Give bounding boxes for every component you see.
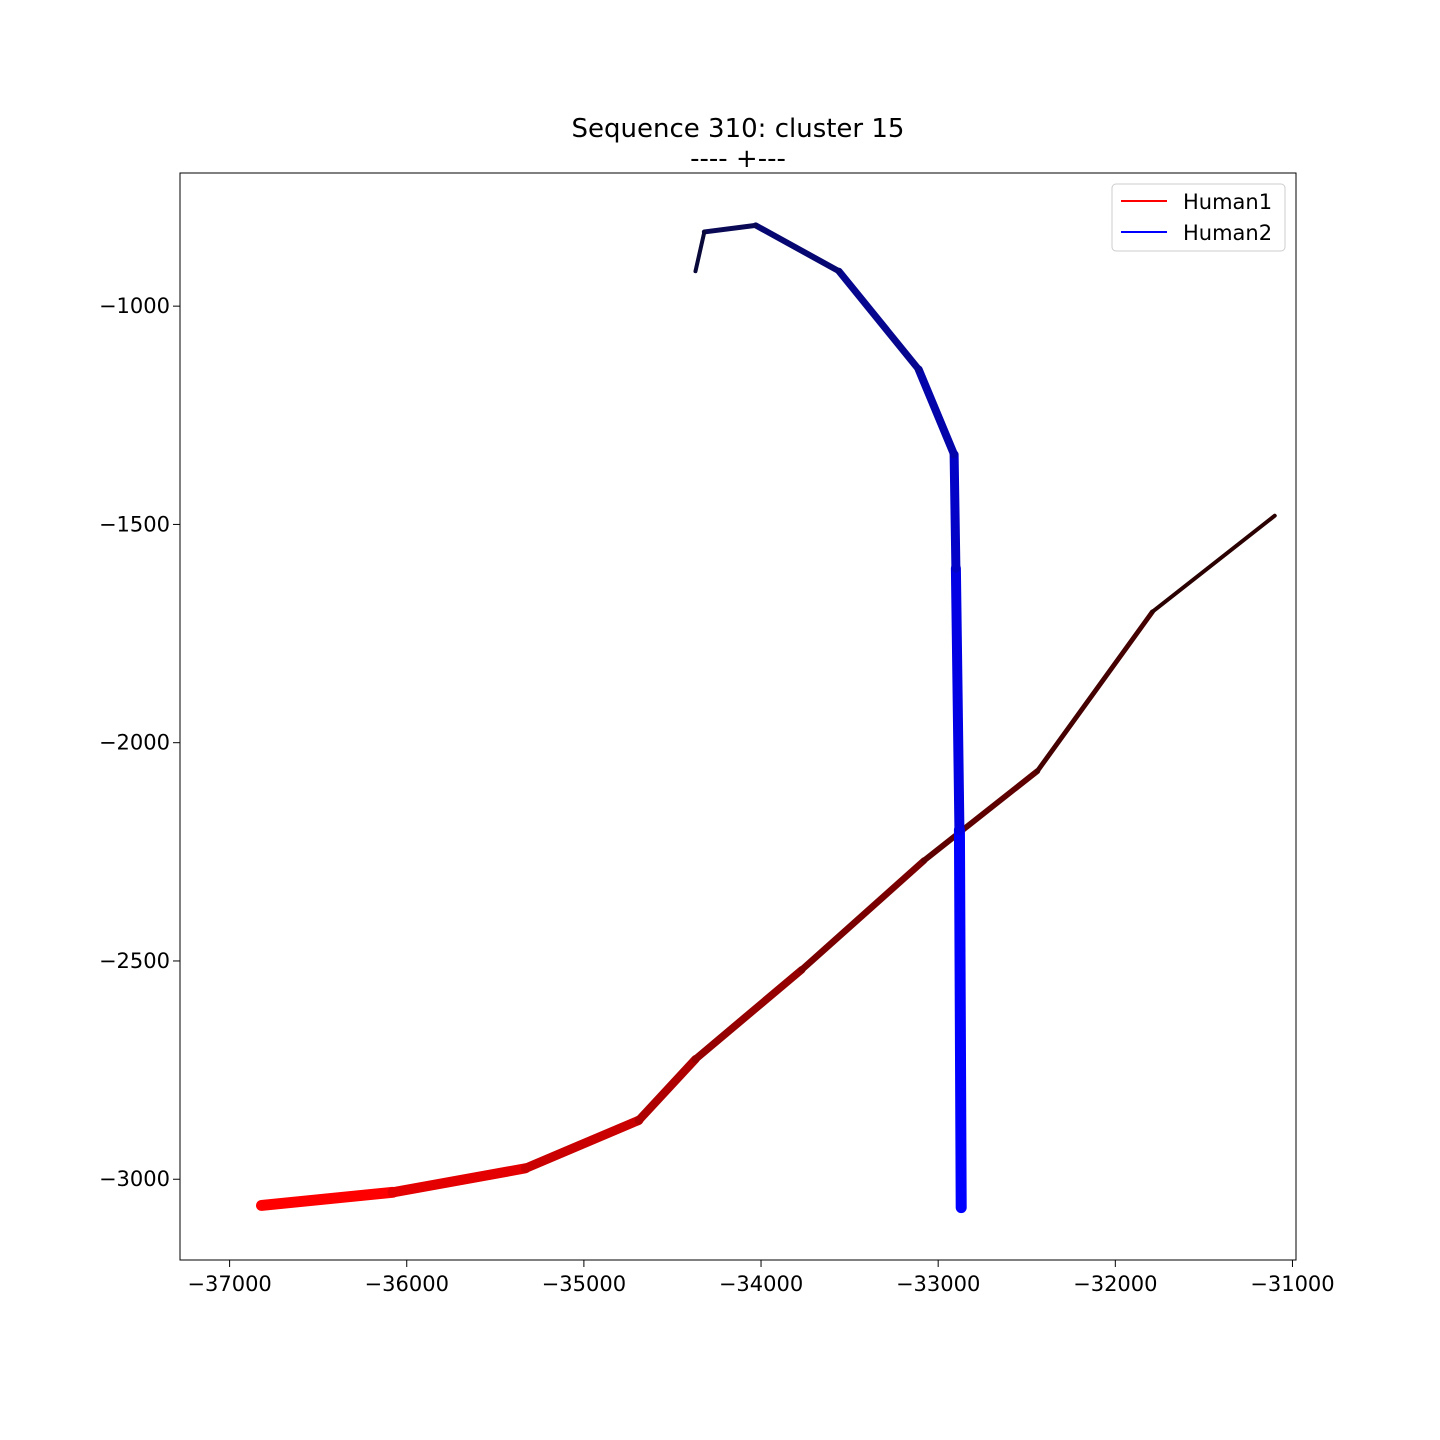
series-segment xyxy=(752,222,842,275)
y-tick-label: −2000 xyxy=(99,731,170,755)
x-tick-label: −32000 xyxy=(1073,1272,1157,1296)
series-segment xyxy=(701,222,759,235)
y-tick-label: −3000 xyxy=(99,1167,170,1191)
plot-frame xyxy=(179,172,1297,1261)
plot-lines xyxy=(255,222,1277,1214)
x-tick-label: −36000 xyxy=(365,1272,449,1296)
x-tick-label: −31000 xyxy=(1250,1272,1334,1296)
series-segment xyxy=(387,1163,531,1198)
series-segment xyxy=(1034,609,1155,774)
series-segment xyxy=(953,824,967,1214)
series-segment xyxy=(950,563,965,836)
legend-label-human1: Human1 xyxy=(1183,190,1272,214)
x-tick-label: −35000 xyxy=(542,1272,626,1296)
series-segment xyxy=(835,267,923,373)
y-tick-label: −1500 xyxy=(99,512,170,536)
series-segment xyxy=(949,450,961,573)
x-tick-label: −37000 xyxy=(187,1272,271,1296)
series-human2 xyxy=(693,222,967,1214)
chart-subtitle: ---- +--- xyxy=(690,144,786,174)
x-tick-label: −34000 xyxy=(719,1272,803,1296)
chart-title: Sequence 310: cluster 15 xyxy=(572,114,905,144)
series-segment xyxy=(520,1115,644,1173)
series-segment xyxy=(1150,513,1277,614)
series-human1 xyxy=(255,513,1277,1211)
y-tick-label: −1000 xyxy=(99,294,170,318)
y-tick-label: −2500 xyxy=(99,949,170,973)
legend-label-human2: Human2 xyxy=(1183,221,1272,245)
series-segment xyxy=(255,1186,399,1211)
series-segment xyxy=(921,768,1041,864)
x-tick-label: −33000 xyxy=(896,1272,980,1296)
x-axis: −37000 −36000 −35000 −34000 −33000 −32000 −310… xyxy=(187,1260,1335,1296)
y-axis: −1000 −1500 −2000 −2500 −3000 xyxy=(99,294,180,1191)
series-segment xyxy=(634,1055,700,1125)
series-segment xyxy=(798,857,928,974)
series-segment xyxy=(693,229,707,274)
series-segment xyxy=(914,365,959,459)
series-segment xyxy=(691,965,806,1063)
legend: Human1 Human2 xyxy=(1111,183,1286,252)
